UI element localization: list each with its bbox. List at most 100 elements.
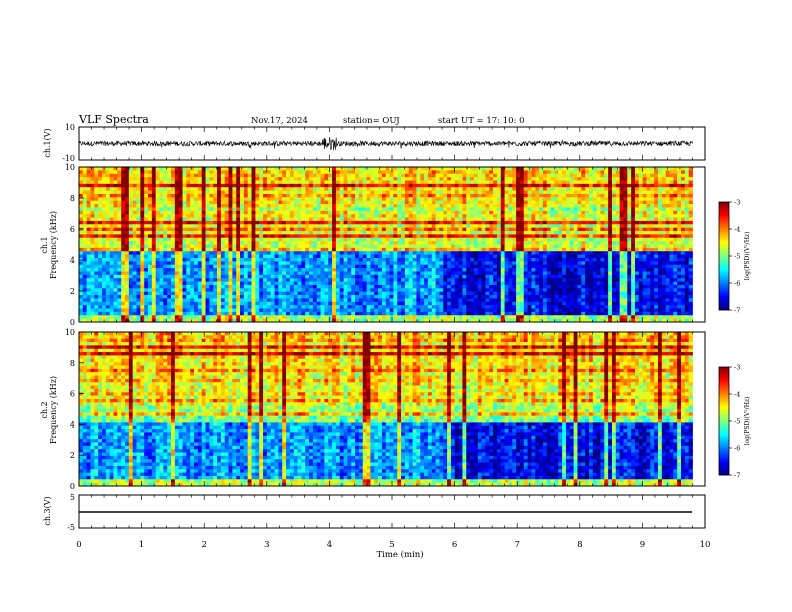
spectrogram-cell [581,187,586,191]
spectrogram-cell [282,197,287,202]
spectrogram-cell [240,231,245,235]
spectrogram-cell [151,254,157,259]
spectrogram-cell [565,200,571,205]
spectrogram-cell [163,234,168,239]
spectrogram-cell [374,220,379,225]
spectrogram-cell [113,200,118,205]
spectrogram-cell [397,264,402,269]
spectrogram-cell [424,180,429,185]
spectrogram-cell [458,251,463,256]
spectrogram-cell [470,234,475,239]
spectrogram-cell [615,254,621,259]
spectrogram-cell [577,183,582,188]
spectrogram-cell [470,190,475,195]
spectrogram-cell [447,261,452,266]
spectrogram-cell [447,197,452,202]
spectrogram-cell [519,261,525,266]
spectrogram-cell [500,187,505,191]
spectrogram-cell [197,241,203,245]
spectrogram-cell [79,220,84,225]
spectrogram-cell [79,180,84,185]
spectrogram-cell [677,193,682,198]
spectrogram-cell [347,173,352,178]
spectrogram-cell [366,227,371,232]
spectrogram-cell [178,173,183,178]
spectrogram-cell [581,197,586,202]
spectrogram-cell [493,234,498,239]
spectrogram-cell [397,254,402,259]
spectrogram-cell [615,167,621,171]
spectrogram-cell [657,231,663,235]
spectrogram-cell [481,177,486,181]
spectrogram-cell [197,264,203,269]
spectrogram-cell [109,244,114,249]
spectrogram-cell [592,231,598,235]
spectrogram-cell [148,264,153,269]
spectrogram-cell [370,200,375,205]
spectrogram-cell [282,261,287,266]
spectrogram-cell [236,167,241,171]
spectrogram-cell [289,180,295,185]
spectrogram-cell [228,190,233,195]
spectrogram-cell [224,197,229,202]
spectrogram-cell [650,197,655,202]
spectrogram-cell [378,261,383,266]
spectrogram-cell [289,177,295,181]
spectrogram-cell [577,224,582,229]
spectrogram-cell [312,220,318,225]
spectrogram-cell [634,227,640,232]
spectrogram-cell [577,214,582,218]
spectrogram-cell [263,207,268,212]
spectrogram-cell [98,173,103,178]
spectrogram-cell [585,220,590,225]
spectrogram-cell [619,227,624,232]
spectrogram-cell [680,247,686,252]
spectrogram-cell [458,183,463,188]
spectrogram-cell [113,170,118,175]
spectrogram-cell [128,167,134,171]
spectrogram-cell [217,237,222,242]
spectrogram-cell [263,231,268,235]
spectrogram-cell [190,264,195,269]
station-label: station= OUJ [343,116,400,126]
spectrogram-cell [408,193,413,198]
spectrogram-cell [194,261,199,266]
spectrogram-cell [90,244,95,249]
spectrogram-cell [270,264,275,269]
spectrogram-cell [504,264,509,269]
spectrogram-cell [500,244,505,249]
spectrogram-cell [684,204,690,208]
spectrogram-cell [684,187,690,191]
spectrogram-cell [102,227,107,232]
spectrogram-cell [312,177,318,181]
spectrogram-cell [661,177,667,181]
spectrogram-cell [562,187,567,191]
spectrogram-cell [194,251,199,256]
spectrogram-cell [508,231,513,235]
spectrogram-cell [282,200,287,205]
spectrogram-cell [450,177,456,181]
spectrogram-cell [309,204,314,208]
spectrogram-cell [102,214,107,218]
spectrogram-cell [454,197,459,202]
spectrogram-cell [504,197,509,202]
spectrogram-cell [98,251,103,256]
spectrogram-cell [155,204,160,208]
spectrogram-cell [592,224,598,229]
spectrogram-cell [554,204,559,208]
spectrogram-cell [450,264,456,269]
spectrogram-cell [680,237,686,242]
spectrogram-cell [305,224,310,229]
spectrogram-cell [324,214,329,218]
spectrogram-cell [240,210,245,215]
spectrogram-cell [201,207,206,212]
spectrogram-cell [328,207,333,212]
spectrogram-cell [351,197,356,202]
spectrogram-cell [82,234,88,239]
spectrogram-cell [646,187,651,191]
spectrogram-cell [558,234,563,239]
spectrogram-cell [274,227,279,232]
spectrogram-cell [316,207,321,212]
spectrogram-cell [335,190,341,195]
spectrogram-cell [159,247,164,252]
